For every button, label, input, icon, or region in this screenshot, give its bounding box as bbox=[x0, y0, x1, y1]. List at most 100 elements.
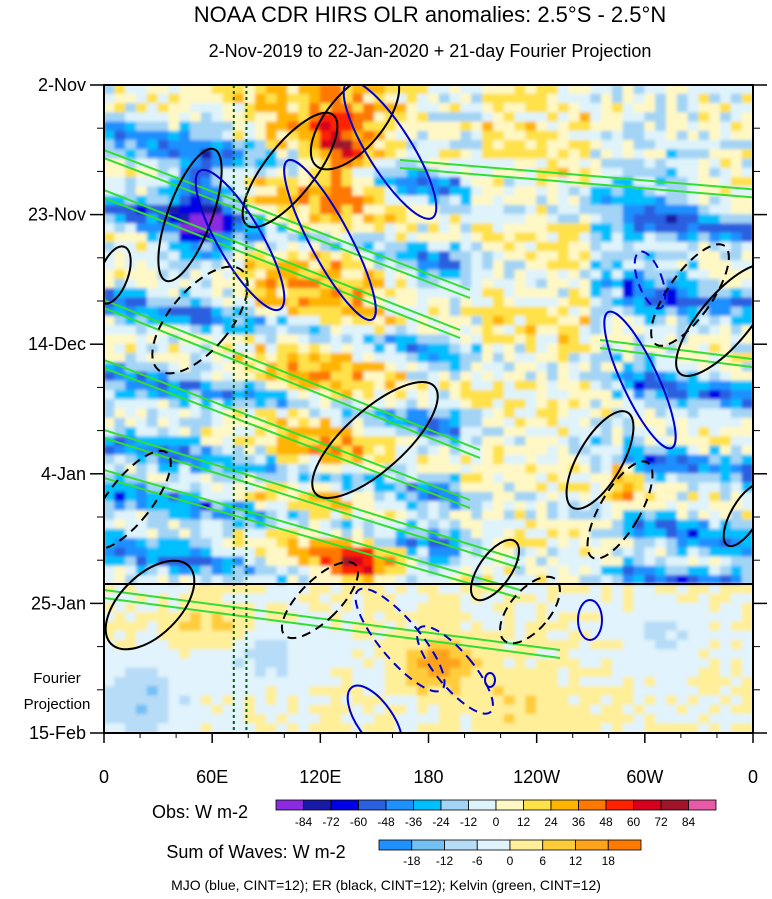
er-contour bbox=[104, 449, 172, 551]
y-tick-label: 4-Jan bbox=[41, 464, 86, 484]
projection-label-line2: Projection bbox=[24, 696, 91, 713]
mjo-contour bbox=[416, 625, 494, 715]
colorbar-level-label: 0 bbox=[493, 815, 500, 829]
er-contour bbox=[470, 538, 520, 602]
kelvin-contour bbox=[104, 157, 471, 299]
colorbar-level-label: -72 bbox=[322, 815, 340, 829]
kelvin-contour bbox=[104, 469, 521, 591]
projection-label-line1: Fourier bbox=[33, 670, 81, 687]
wave-legend-footnote: MJO (blue, CINT=12); ER (black, CINT=12)… bbox=[171, 877, 601, 893]
er-contour bbox=[650, 243, 730, 347]
er-contour bbox=[311, 381, 439, 499]
mjo-contour bbox=[603, 310, 677, 450]
y-tick-label: 15-Feb bbox=[29, 723, 86, 743]
er-contour bbox=[499, 575, 561, 645]
colorbar-swatch bbox=[550, 799, 579, 811]
obs-colorbar: -84 -72 -60 -48 -36 -24 -12 0 12 24 36 48 60 72 84 bbox=[275, 799, 717, 829]
colorbar-swatch bbox=[542, 839, 576, 851]
x-tick-label: 60E bbox=[196, 767, 228, 787]
kelvin-contour bbox=[599, 339, 753, 361]
colorbar-level-label: 0 bbox=[507, 854, 514, 868]
x-tick-label: 60W bbox=[626, 767, 663, 787]
er-contour bbox=[151, 265, 249, 375]
obs-colorbar-label: Obs: W m-2 bbox=[152, 802, 248, 822]
colorbar-swatch bbox=[476, 839, 511, 851]
kelvin-contour bbox=[104, 589, 561, 651]
colorbar-level-label: 24 bbox=[544, 815, 558, 829]
colorbar-swatch bbox=[575, 839, 609, 851]
kelvin-contour bbox=[104, 367, 471, 509]
colorbar-level-label: -84 bbox=[295, 815, 313, 829]
mjo-contour bbox=[346, 684, 404, 733]
colorbar-level-label: 72 bbox=[654, 815, 668, 829]
er-contour bbox=[565, 410, 635, 510]
er-contour bbox=[280, 560, 360, 640]
x-tick-label: 180 bbox=[413, 767, 443, 787]
colorbar-level-label: 12 bbox=[569, 854, 583, 868]
colorbar-swatch bbox=[444, 839, 478, 851]
colorbar-level-label: -36 bbox=[405, 815, 423, 829]
colorbar-level-label: -18 bbox=[403, 854, 421, 868]
y-tick-label: 2-Nov bbox=[38, 75, 86, 95]
colorbar-swatch bbox=[468, 799, 497, 811]
y-axis: 2-Nov 23-Nov 14-Dec 4-Jan 25-Jan 15-Feb bbox=[28, 75, 767, 743]
kelvin-contour bbox=[104, 299, 481, 451]
mjo-contour bbox=[354, 587, 446, 693]
colorbar-level-label: -60 bbox=[350, 815, 368, 829]
waves-colorbar-label: Sum of Waves: W m-2 bbox=[166, 842, 345, 862]
kelvin-contour bbox=[104, 149, 471, 291]
colorbar-swatch bbox=[605, 799, 634, 811]
kelvin-contour bbox=[104, 189, 461, 331]
colorbar-level-label: -6 bbox=[472, 854, 483, 868]
x-axis: 0 60E 120E 180 120W 60W 0 bbox=[99, 733, 758, 787]
kelvin-contour bbox=[399, 167, 753, 199]
colorbar-swatch bbox=[607, 839, 642, 851]
colorbar-level-label: 18 bbox=[602, 854, 616, 868]
colorbar-level-label: -12 bbox=[436, 854, 454, 868]
kelvin-contour bbox=[104, 597, 561, 659]
kelvin-contour bbox=[104, 437, 521, 569]
colorbar-swatch bbox=[578, 799, 607, 811]
kelvin-contour bbox=[399, 159, 753, 191]
colorbar-level-label: 84 bbox=[682, 815, 696, 829]
colorbar-swatch bbox=[660, 799, 689, 811]
er-contour bbox=[104, 245, 132, 305]
kelvin-contour bbox=[104, 477, 521, 599]
colorbar-swatch bbox=[688, 799, 717, 811]
colorbar-swatch bbox=[358, 799, 387, 811]
y-tick-label: 25-Jan bbox=[31, 593, 86, 613]
er-contour bbox=[675, 263, 753, 377]
x-tick-label: 0 bbox=[99, 767, 109, 787]
colorbar-swatch bbox=[509, 839, 544, 851]
colorbar-swatch bbox=[330, 799, 359, 811]
chart-subtitle: 2-Nov-2019 to 22-Jan-2020 + 21-day Fouri… bbox=[209, 41, 652, 61]
kelvin-contour bbox=[599, 347, 753, 369]
x-tick-label: 120W bbox=[513, 767, 560, 787]
er-contour bbox=[309, 85, 401, 171]
colorbar-level-label: 48 bbox=[599, 815, 613, 829]
colorbar-level-label: 60 bbox=[627, 815, 641, 829]
colorbar-swatch bbox=[385, 799, 414, 811]
colorbar-swatch bbox=[413, 799, 442, 811]
y-tick-label: 14-Dec bbox=[28, 334, 86, 354]
x-tick-label: 0 bbox=[748, 767, 758, 787]
colorbar-swatch bbox=[633, 799, 662, 811]
mjo-contour bbox=[577, 599, 603, 641]
er-contour bbox=[586, 460, 654, 560]
kelvin-contour bbox=[104, 197, 461, 339]
mjo-contour bbox=[484, 672, 496, 688]
mjo-contour bbox=[633, 250, 667, 310]
colorbar-level-label: 12 bbox=[517, 815, 531, 829]
er-contour bbox=[157, 147, 223, 283]
kelvin-contour bbox=[104, 429, 521, 561]
mjo-contour bbox=[342, 85, 438, 220]
colorbar-level-label: -48 bbox=[377, 815, 395, 829]
kelvin-contour bbox=[104, 359, 471, 501]
colorbar-swatch bbox=[495, 799, 524, 811]
er-contour bbox=[722, 482, 753, 548]
chart-title: NOAA CDR HIRS OLR anomalies: 2.5°S - 2.5… bbox=[194, 2, 666, 27]
colorbar-swatch bbox=[411, 839, 445, 851]
colorbar-level-label: 36 bbox=[572, 815, 586, 829]
mjo-contour bbox=[194, 168, 286, 312]
colorbar-swatch bbox=[378, 839, 413, 851]
